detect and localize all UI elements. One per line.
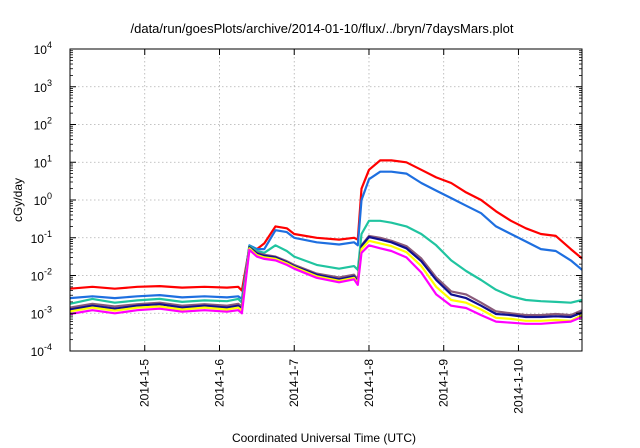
x-tick-label: 2014-1-10 [511,359,525,414]
y-tick-label: 10-2 [31,267,52,284]
series-line-2 [69,170,583,300]
series-line-5 [69,235,583,319]
y-axis-label: cGy/day [11,178,25,222]
series-line-7 [69,244,583,325]
y-tick-label: 104 [34,40,52,57]
y-tick-label: 101 [34,153,52,170]
y-tick-label: 102 [34,116,52,133]
series-line-3 [69,219,583,305]
y-axis-ticks: 10-4 10-3 10-2 10-1 100 101 102 103 104 [31,40,582,359]
y-tick-label: 10-3 [31,304,52,321]
y-tick-label: 10-1 [31,229,52,246]
y-tick-label: 103 [34,78,52,95]
y-tick-label: 10-4 [31,342,52,359]
x-axis-ticks: 2014-1-5 2014-1-6 2014-1-7 2014-1-8 2014-1-9… [138,49,525,414]
series-line-4 [69,234,583,317]
y-tick-label: 100 [34,191,52,208]
chart-title: /data/run/goesPlots/archive/2014-01-10/f… [131,21,514,36]
series-line-1 [69,159,583,292]
x-tick-label: 2014-1-9 [437,359,451,407]
series-lines [69,159,583,325]
x-tick-label: 2014-1-5 [138,359,152,407]
series-line-6 [69,239,583,322]
x-tick-label: 2014-1-7 [287,359,301,407]
x-tick-label: 2014-1-6 [212,359,226,407]
x-axis-label: Coordinated Universal Time (UTC) [232,431,416,445]
x-tick-label: 2014-1-8 [362,359,376,407]
